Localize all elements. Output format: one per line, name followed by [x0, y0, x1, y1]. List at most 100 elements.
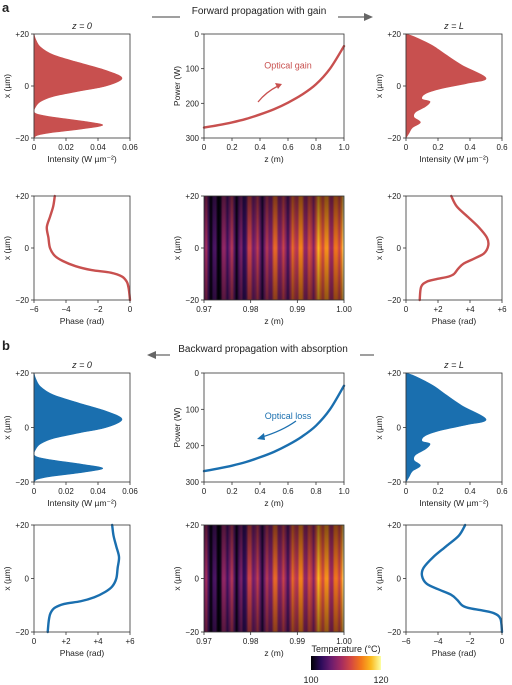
- x-tick-label: −4: [433, 637, 443, 646]
- y-tick-label: +20: [387, 30, 401, 39]
- x-tick-label: +2: [61, 637, 71, 646]
- y-tick-label: 0: [195, 30, 200, 39]
- x-axis-label: Intensity (W µm⁻²): [419, 154, 489, 164]
- intensity-profile-area: [33, 33, 123, 139]
- y-axis-label: x (µm): [2, 566, 12, 590]
- colorbar-gradient: [311, 656, 381, 670]
- x-axis-label: Phase (rad): [60, 648, 105, 658]
- x-tick-label: 1.0: [338, 487, 350, 496]
- x-tick-label: 0: [128, 305, 133, 314]
- annotation-arrow: [257, 85, 279, 103]
- x-tick-label: 0: [32, 637, 37, 646]
- y-tick-label: +20: [387, 369, 401, 378]
- curve-annotation: Optical loss: [265, 411, 312, 421]
- series-line: [420, 523, 504, 634]
- x-tick-label: +6: [497, 305, 507, 314]
- y-tick-label: 300: [186, 478, 200, 487]
- x-tick-label: 0.98: [243, 305, 259, 314]
- chart-a_heatmap: 0.97 0.98 0.99 1.00 +20 0 −20 z (m) x (µm): [172, 192, 352, 326]
- y-axis-label: x (µm): [374, 566, 384, 590]
- x-axis-label: Phase (rad): [60, 316, 105, 326]
- y-tick-label: 0: [195, 575, 200, 584]
- y-tick-label: 200: [186, 442, 200, 451]
- x-tick-label: +4: [465, 305, 475, 314]
- y-tick-label: 100: [186, 405, 200, 414]
- series-line: [418, 194, 490, 302]
- y-axis-label: x (µm): [374, 236, 384, 260]
- x-axis-label: z (m): [264, 154, 284, 164]
- y-tick-label: 300: [186, 134, 200, 143]
- y-tick-label: −20: [15, 628, 29, 637]
- x-tick-label: 0: [202, 143, 207, 152]
- y-tick-label: −20: [387, 628, 401, 637]
- x-tick-label: −6: [29, 305, 39, 314]
- x-tick-label: 0: [404, 305, 409, 314]
- series-line: [45, 194, 132, 302]
- y-tick-label: −20: [387, 478, 401, 487]
- x-tick-label: 0: [32, 143, 37, 152]
- x-axis-label: z (m): [264, 498, 284, 508]
- x-tick-label: 1.00: [336, 305, 352, 314]
- x-tick-label: −2: [465, 637, 475, 646]
- y-axis-label: x (µm): [374, 74, 384, 98]
- y-axis-label: x (µm): [2, 236, 12, 260]
- x-tick-label: 0.97: [196, 637, 212, 646]
- x-tick-label: +6: [125, 637, 135, 646]
- panel-letter-a: a: [2, 0, 10, 15]
- y-tick-label: +20: [15, 369, 29, 378]
- y-tick-label: 0: [25, 82, 30, 91]
- y-tick-label: −20: [15, 296, 29, 305]
- y-tick-label: +20: [185, 192, 199, 201]
- x-tick-label: 0: [500, 637, 505, 646]
- x-axis-label: Phase (rad): [432, 316, 477, 326]
- y-axis-label: Power (W): [172, 66, 182, 106]
- x-tick-label: 0.02: [58, 143, 74, 152]
- x-tick-label: 0: [32, 487, 37, 496]
- x-tick-label: 0.6: [282, 487, 294, 496]
- y-tick-label: +20: [15, 192, 29, 201]
- colorbar-label: Temperature (°C): [311, 644, 380, 654]
- y-tick-label: +20: [15, 521, 29, 530]
- y-axis-label: x (µm): [2, 415, 12, 439]
- banner-b: Backward propagation with absorption: [147, 343, 374, 359]
- y-tick-label: −20: [185, 296, 199, 305]
- x-tick-label: 0.2: [226, 487, 238, 496]
- y-tick-label: −20: [15, 478, 29, 487]
- x-tick-label: 0.4: [254, 143, 266, 152]
- x-axis-label: Intensity (W µm⁻²): [47, 154, 117, 164]
- x-tick-label: 0.2: [432, 487, 444, 496]
- x-tick-label: 0.4: [464, 143, 476, 152]
- y-tick-label: −20: [15, 134, 29, 143]
- y-tick-label: +20: [387, 192, 401, 201]
- annotation-arrow: [261, 420, 297, 438]
- plot-title: z = L: [443, 360, 464, 370]
- chart-a_power: Optical gain 0 0.2 0.4 0.6 0.8 1.0 0 100 200 300 z …: [172, 30, 350, 164]
- x-tick-label: −6: [401, 637, 411, 646]
- y-tick-label: +20: [185, 521, 199, 530]
- y-tick-label: 0: [397, 244, 402, 253]
- x-tick-label: 0.8: [310, 143, 322, 152]
- x-tick-label: 0: [202, 487, 207, 496]
- y-tick-label: −20: [185, 628, 199, 637]
- y-tick-label: 0: [25, 244, 30, 253]
- banner-a: Forward propagation with gain: [152, 5, 373, 21]
- annotation-arrowhead: [275, 83, 282, 89]
- y-tick-label: 100: [186, 65, 200, 74]
- x-tick-label: 0.6: [282, 143, 294, 152]
- y-tick-label: 0: [25, 575, 30, 584]
- x-axis-label: z (m): [264, 316, 284, 326]
- x-tick-label: 0.6: [496, 487, 508, 496]
- chart-b_heatmap: 0.97 0.98 0.99 1.00 +20 0 −20 z (m) x (µm): [172, 521, 352, 658]
- colorbar-min-label: 100: [303, 675, 318, 685]
- plot-frame: [203, 33, 345, 139]
- y-tick-label: +20: [15, 30, 29, 39]
- x-tick-label: 1.0: [338, 143, 350, 152]
- y-tick-label: 0: [25, 424, 30, 433]
